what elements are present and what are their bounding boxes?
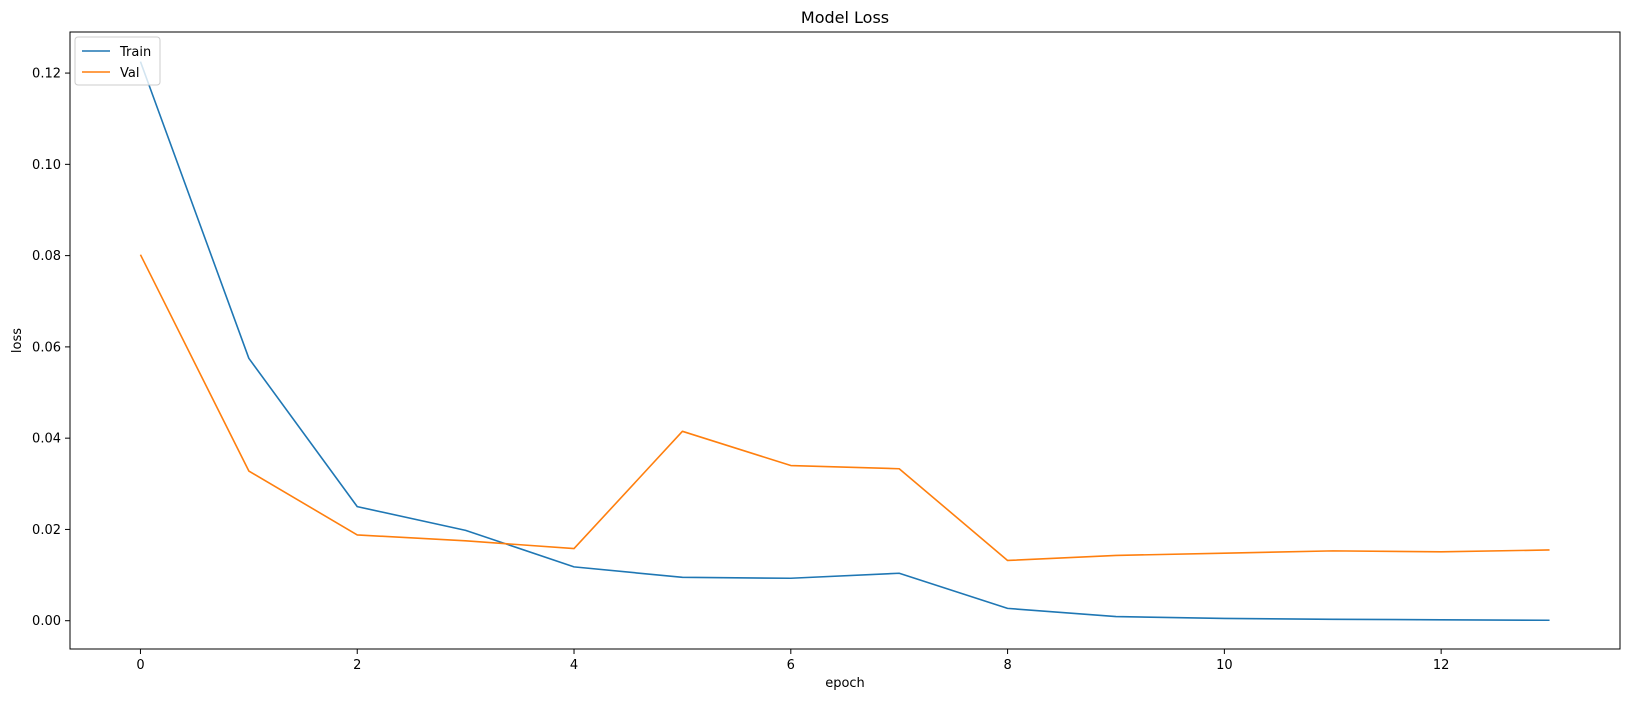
y-tick-label: 0.02 [32,523,61,538]
x-tick-label: 8 [1003,658,1011,673]
x-axis-ticks: 0 2 4 6 8 10 12 [136,649,1449,673]
x-tick-label: 2 [353,658,361,673]
y-axis-label: loss [10,328,25,353]
x-tick-label: 12 [1433,658,1450,673]
plot-frame [69,31,1621,650]
x-axis-label: epoch [825,676,865,691]
series-line-train [139,61,1550,622]
y-axis-ticks: 0.00 0.02 0.04 0.06 0.08 0.10 0.12 [32,67,70,629]
y-tick-label: 0.04 [32,432,61,447]
legend-label-train: Train [119,45,151,60]
y-tick-label: 0.12 [32,67,61,82]
y-tick-label: 0.10 [32,158,61,173]
chart-title: Model Loss [801,8,889,27]
y-tick-label: 0.06 [32,340,61,355]
x-tick-label: 6 [787,658,795,673]
x-tick-label: 4 [570,658,578,673]
legend: Train Val [74,36,161,86]
x-tick-label: 10 [1216,658,1233,673]
legend-box [74,36,161,86]
y-tick-label: 0.08 [32,249,61,264]
series-line-val [139,254,1550,562]
legend-label-val: Val [120,66,139,81]
x-tick-label: 0 [136,658,144,673]
series-layer [139,61,1550,622]
y-tick-label: 0.00 [32,614,61,629]
